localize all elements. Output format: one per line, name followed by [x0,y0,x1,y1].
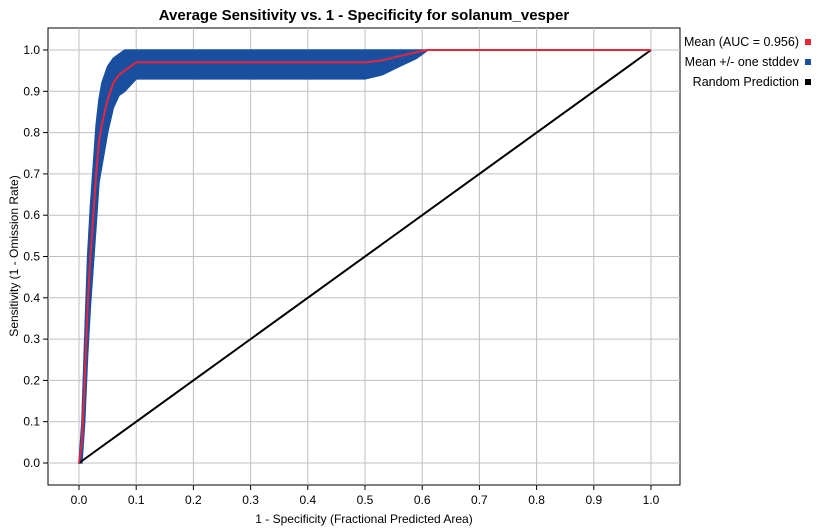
x-tick-label: 0.4 [299,493,316,507]
legend-item-random: Random Prediction [684,72,811,92]
legend: Mean (AUC = 0.956) Mean +/- one stddev R… [684,32,811,92]
y-tick-label: 0.8 [23,126,40,140]
x-axis-label: 1 - Specificity (Fractional Predicted Ar… [255,512,472,526]
x-tick-label: 0.9 [585,493,602,507]
y-tick-label: 0.1 [23,415,40,429]
legend-item-mean: Mean (AUC = 0.956) [684,32,811,52]
x-axis-ticks: 0.0 0.1 0.2 0.3 0.4 0.5 0.6 0.7 0.8 0.9 1.0 [71,485,660,507]
x-tick-label: 0.0 [71,493,88,507]
random-prediction-path [78,49,652,464]
legend-label-mean: Mean (AUC = 0.956) [684,35,799,49]
legend-swatch-random [804,79,811,85]
x-tick-label: 0.3 [242,493,259,507]
chart-title: Average Sensitivity vs. 1 - Specificity … [159,7,570,24]
y-tick-label: 0.3 [23,332,40,346]
y-tick-label: 1.0 [23,43,40,57]
y-axis-label: Sensitivity (1 - Omission Rate) [7,175,21,336]
legend-swatch-mean [804,39,811,45]
x-tick-label: 0.2 [185,493,202,507]
y-axis-ticks: 0.0 0.1 0.2 0.3 0.4 0.5 0.6 0.7 0.8 0.9 1.0 [23,43,48,470]
x-tick-label: 1.0 [643,493,660,507]
random-prediction-line [78,49,652,464]
legend-swatch-stddev [804,59,811,65]
legend-label-random: Random Prediction [692,75,799,89]
stddev-band [78,49,651,464]
y-tick-label: 0.9 [23,84,40,98]
legend-item-stddev: Mean +/- one stddev [684,52,811,72]
x-tick-label: 0.6 [414,493,431,507]
y-tick-label: 0.7 [23,167,40,181]
x-tick-label: 0.5 [357,493,374,507]
y-tick-label: 0.6 [23,208,40,222]
mean-path [78,49,651,464]
y-tick-label: 0.2 [23,373,40,387]
mean-line [78,49,651,464]
grid [48,28,680,485]
y-tick-label: 0.5 [23,250,40,264]
y-tick-label: 0.4 [23,291,40,305]
x-tick-label: 0.7 [471,493,488,507]
stddev-band-area [78,49,651,464]
x-tick-label: 0.8 [528,493,545,507]
legend-label-stddev: Mean +/- one stddev [684,55,799,69]
x-tick-label: 0.1 [128,493,145,507]
y-tick-label: 0.0 [23,456,40,470]
